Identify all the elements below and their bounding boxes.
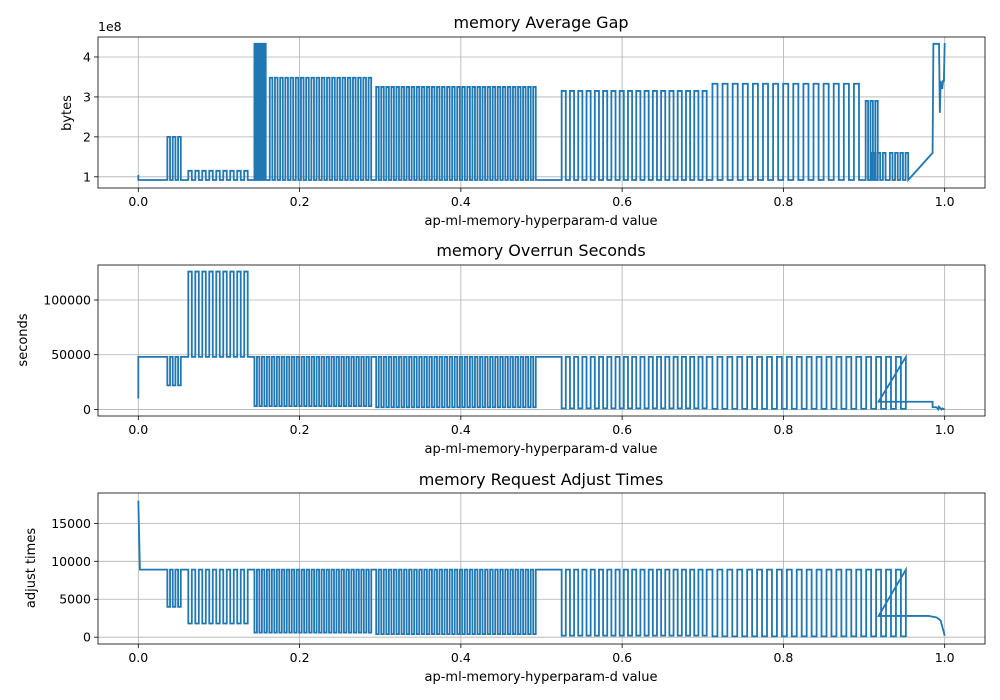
- x-tick-label: 0.2: [290, 194, 310, 209]
- subplot-memory-overrun-seconds: memory Overrun Seconds ap-ml-memory-hype…: [16, 241, 986, 457]
- x-tick-label: 0.4: [451, 650, 471, 665]
- y-tick-label: 10000: [51, 554, 91, 569]
- x-tick-label: 1.0: [935, 422, 955, 437]
- y-tick-label: 0: [83, 402, 91, 417]
- x-axis-label: ap-ml-memory-hyperparam-d value: [425, 214, 658, 229]
- x-axis-label: ap-ml-memory-hyperparam-d value: [425, 670, 658, 685]
- x-tick-label: 0.2: [290, 422, 310, 437]
- subplot-memory-average-gap: memory Average Gap 1e8 ap-ml-memory-hype…: [60, 13, 986, 229]
- x-tick-label: 0.4: [451, 194, 471, 209]
- y-axis-label: bytes: [60, 95, 75, 131]
- x-tick-label: 1.0: [935, 194, 955, 209]
- y-tick-label: 50000: [51, 347, 91, 362]
- y-axis-label: seconds: [16, 313, 31, 366]
- y-axis-label: adjust times: [24, 528, 39, 608]
- x-axis-label: ap-ml-memory-hyperparam-d value: [425, 442, 658, 457]
- x-tick-label: 0.8: [773, 194, 793, 209]
- plot-area: 0.0 0.2 0.4 0.6 0.8 1.0 1 2 3 4: [83, 36, 986, 209]
- subplot-memory-request-adjust-times: memory Request Adjust Times ap-ml-memory…: [24, 470, 986, 685]
- x-tick-label: 0.0: [128, 194, 148, 209]
- y-tick-label: 3: [83, 89, 91, 104]
- axes-frame: [97, 492, 986, 645]
- plot-area: 0.0 0.2 0.4 0.6 0.8 1.0 0 50000 100000: [43, 264, 986, 437]
- series-line: [137, 270, 946, 412]
- x-tick-label: 0.8: [773, 650, 793, 665]
- y-offset-text: 1e8: [98, 19, 122, 34]
- subplot-title: memory Overrun Seconds: [436, 241, 645, 260]
- plot-area: 0.0 0.2 0.4 0.6 0.8 1.0 0 5000 10000 15000: [51, 492, 986, 665]
- x-tick-label: 0.6: [612, 422, 632, 437]
- x-tick-label: 0.4: [451, 422, 471, 437]
- y-tick-label: 100000: [43, 293, 91, 308]
- axes-frame: [97, 36, 986, 189]
- y-tick-label: 2: [83, 129, 91, 144]
- x-tick-label: 0.8: [773, 422, 793, 437]
- subplot-title: memory Average Gap: [453, 13, 628, 32]
- x-tick-label: 0.6: [612, 194, 632, 209]
- x-tick-label: 0.6: [612, 650, 632, 665]
- y-tick-label: 5000: [59, 592, 91, 607]
- y-tick-label: 1: [83, 169, 91, 184]
- x-tick-label: 1.0: [935, 650, 955, 665]
- subplot-title: memory Request Adjust Times: [419, 470, 664, 489]
- axes-frame: [97, 264, 986, 417]
- x-tick-label: 0.0: [128, 422, 148, 437]
- x-tick-label: 0.2: [290, 650, 310, 665]
- series-line: [137, 500, 946, 638]
- x-tick-label: 0.0: [128, 650, 148, 665]
- y-tick-label: 15000: [51, 516, 91, 531]
- series-line: [137, 42, 946, 183]
- y-tick-label: 4: [83, 49, 91, 64]
- y-tick-label: 0: [83, 630, 91, 645]
